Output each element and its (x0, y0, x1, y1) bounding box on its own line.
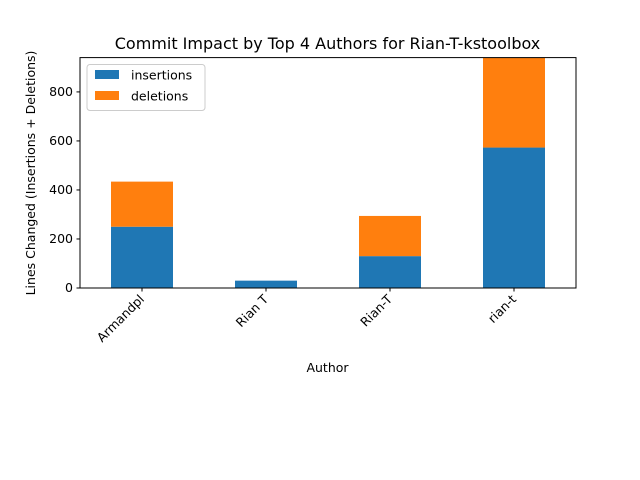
bar-insertions-0 (111, 226, 173, 288)
bar-insertions-3 (483, 147, 545, 288)
legend-swatch-deletions (95, 91, 119, 100)
y-tick-label: 400 (49, 182, 73, 197)
bar-insertions-1 (235, 280, 297, 288)
x-axis: Armandpl Rian T Rian-T rian-t (94, 288, 519, 345)
bars-layer (111, 57, 545, 288)
bar-deletions-0 (111, 181, 173, 227)
bar-deletions-2 (359, 215, 421, 257)
y-tick-label: 600 (49, 133, 73, 148)
y-axis: 0 200 400 600 800 (49, 84, 80, 295)
legend-swatch-insertions (95, 70, 119, 79)
x-tick-label: Rian T (233, 291, 272, 330)
bar-deletions-3 (483, 57, 545, 148)
plot-frame (79, 57, 577, 289)
bar-insertions-2 (359, 256, 421, 288)
y-tick-label: 0 (65, 280, 73, 295)
legend: insertions deletions (86, 64, 206, 111)
legend-label-deletions: deletions (131, 89, 188, 104)
y-tick-label: 800 (49, 84, 73, 99)
legend-label-insertions: insertions (131, 68, 192, 83)
x-tick-label: Armandpl (94, 292, 147, 345)
x-axis-label: Author (306, 360, 349, 375)
x-tick-label: rian-t (485, 291, 519, 325)
y-axis-label: Lines Changed (Insertions + Deletions) (23, 51, 38, 296)
y-tick-label: 200 (49, 231, 73, 246)
chart-title: Commit Impact by Top 4 Authors for Rian-… (115, 34, 541, 53)
x-tick-label: Rian-T (357, 291, 395, 329)
